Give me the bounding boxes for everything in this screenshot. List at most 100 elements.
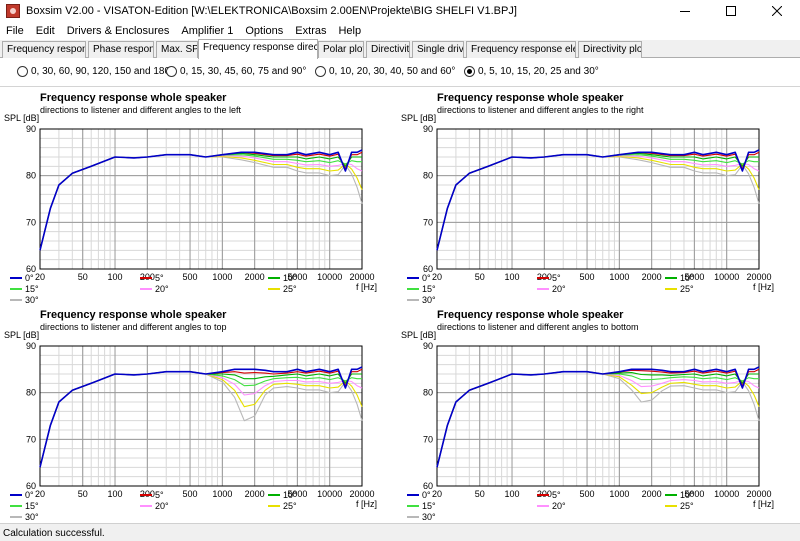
charts-area: Frequency response whole speaker directio… [0, 88, 800, 523]
frequency-plot: 2050100200500100020005000100002000060708… [401, 330, 774, 509]
menu-drivers-enclosures[interactable]: Drivers & Enclosures [66, 25, 170, 37]
legend-label: 0° [25, 490, 34, 500]
x-tick-label: 50 [78, 272, 88, 282]
legend-label: 10° [680, 490, 694, 500]
tab-phase-response[interactable]: Phase response [88, 41, 154, 58]
series-line-5 [436, 371, 760, 468]
y-tick-label: 80 [26, 388, 36, 398]
legend-swatch [407, 277, 419, 279]
y-tick-label: 70 [423, 434, 433, 444]
legend-label: 30° [25, 512, 39, 522]
legend-label: 10° [283, 490, 297, 500]
chart-right: Frequency response whole speaker directio… [397, 88, 797, 306]
plot-frame [39, 128, 363, 270]
minimize-button[interactable] [662, 0, 708, 22]
x-tick-label: 10000 [317, 489, 342, 499]
angle-options: 0, 30, 60, 90, 120, 150 and 180° 0, 15, … [0, 59, 800, 87]
minimize-icon [680, 11, 690, 12]
x-tick-label: 2000 [642, 489, 662, 499]
legend-label: 5° [155, 490, 164, 500]
menu-edit[interactable]: Edit [35, 25, 55, 37]
legend-item: 10° [665, 490, 694, 500]
legend-item: 10° [268, 490, 297, 500]
legend-item: 20° [140, 284, 169, 294]
y-tick-label: 90 [423, 341, 433, 351]
radio-angles-30-step[interactable]: 0, 30, 60, 90, 120, 150 and 180° [17, 66, 174, 77]
plot-frame [436, 128, 760, 270]
legend-label: 20° [552, 501, 566, 511]
legend-item: 25° [268, 501, 297, 511]
chart-title: Frequency response whole speaker [437, 92, 624, 104]
legend-label: 15° [422, 501, 436, 511]
menu-extras[interactable]: Extras [295, 25, 327, 37]
legend-label: 0° [422, 490, 431, 500]
legend-item: 15° [10, 501, 39, 511]
chart-left: Frequency response whole speaker directio… [0, 88, 400, 306]
tab-frequency-response-electr[interactable]: Frequency response electr.. [466, 41, 576, 58]
tab-directivity-plots[interactable]: Directivity plots [578, 41, 642, 58]
x-tick-label: 50 [475, 272, 485, 282]
radio-angles-10-step[interactable]: 0, 10, 20, 30, 40, 50 and 60° [315, 66, 455, 77]
x-tick-label: 5000 [287, 489, 307, 499]
x-axis-label: f [Hz] [356, 499, 377, 509]
radio-circle-icon [17, 66, 28, 77]
radio-circle-icon [464, 66, 475, 77]
close-button[interactable] [754, 0, 800, 22]
radio-angles-15-step[interactable]: 0, 15, 30, 45, 60, 75 and 90° [166, 66, 306, 77]
frequency-plot: 2050100200500100020005000100002000060708… [4, 330, 377, 509]
radio-angles-5-step[interactable]: 0, 5, 10, 15, 20, 25 and 30° [464, 66, 599, 77]
x-tick-label: 10000 [714, 272, 739, 282]
menu-file[interactable]: File [6, 25, 24, 37]
legend-label: 10° [283, 273, 297, 283]
legend-swatch [10, 299, 22, 301]
window-title: Boxsim V2.00 - VISATON-Edition [W:\ELEKT… [26, 5, 517, 17]
y-tick-label: 90 [26, 124, 36, 134]
menu-help[interactable]: Help [338, 25, 362, 37]
x-axis-label: f [Hz] [753, 499, 774, 509]
x-tick-label: 5000 [287, 272, 307, 282]
y-tick-label: 80 [423, 171, 433, 181]
menu-amplifier[interactable]: Amplifier 1 [181, 25, 234, 37]
tab-frequency-response-directions[interactable]: Frequency response directions [198, 39, 318, 59]
y-tick-label: 90 [423, 124, 433, 134]
legend-swatch [268, 277, 280, 279]
menu-bar: File Edit Drivers & Enclosures Amplifier… [0, 22, 800, 40]
tab-frequency-response[interactable]: Frequency response. [2, 41, 86, 58]
x-tick-label: 500 [183, 489, 198, 499]
tab-directivity[interactable]: Directivity [366, 41, 410, 58]
tab-max-spl[interactable]: Max. SPL [156, 41, 198, 58]
series-line-0 [436, 149, 760, 251]
legend-label: 20° [552, 284, 566, 294]
radio-circle-icon [315, 66, 326, 77]
y-tick-label: 70 [26, 217, 36, 227]
series-line-0 [39, 366, 363, 468]
x-tick-label: 20000 [349, 489, 374, 499]
menu-options[interactable]: Options [245, 25, 284, 37]
y-axis-label: SPL [dB] [401, 330, 436, 340]
legend-item: 10° [268, 273, 297, 283]
x-tick-label: 2000 [245, 489, 265, 499]
plot-frame [39, 345, 363, 487]
legend-swatch [665, 277, 677, 279]
legend-label: 15° [422, 284, 436, 294]
series-line-0 [436, 366, 760, 468]
x-tick-label: 20 [432, 272, 442, 282]
legend-swatch [268, 505, 280, 507]
x-tick-label: 100 [108, 489, 123, 499]
tab-polar-plots[interactable]: Polar plots [318, 41, 364, 58]
x-tick-label: 100 [108, 272, 123, 282]
legend-swatch [140, 277, 152, 279]
legend-item: 5° [537, 490, 561, 500]
legend-swatch [407, 516, 419, 518]
maximize-button[interactable] [708, 0, 754, 22]
chart-title: Frequency response whole speaker [437, 309, 624, 321]
legend-item: 20° [140, 501, 169, 511]
tab-single-driver[interactable]: Single driver [412, 41, 464, 58]
y-tick-label: 60 [26, 481, 36, 491]
x-tick-label: 1000 [212, 272, 232, 282]
legend-swatch [537, 277, 549, 279]
legend-label: 5° [552, 273, 561, 283]
legend-swatch [10, 494, 22, 496]
legend-item: 30° [10, 295, 39, 305]
legend-item: 0° [407, 273, 431, 283]
